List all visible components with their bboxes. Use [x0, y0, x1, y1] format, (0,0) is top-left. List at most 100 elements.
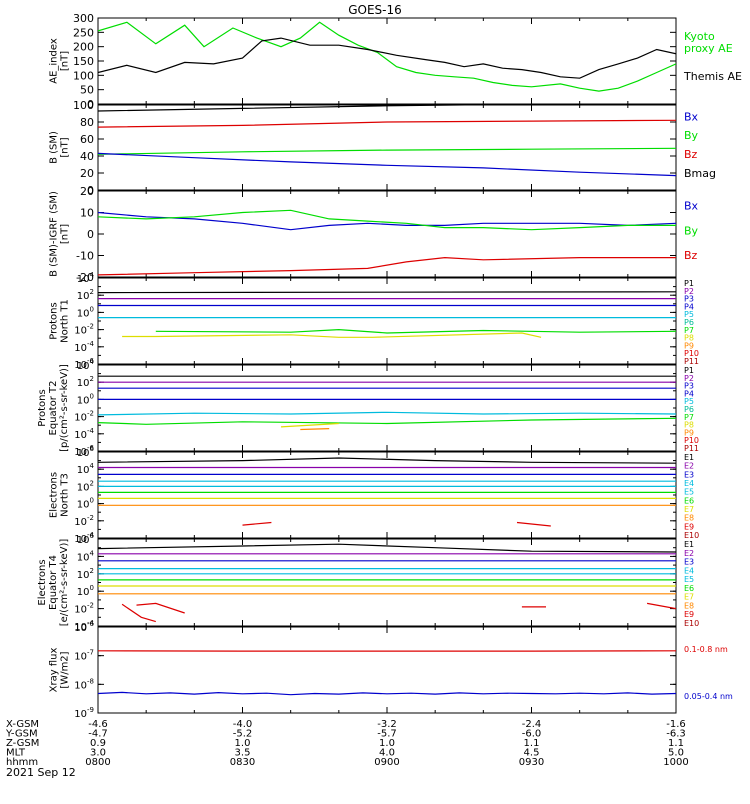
legend-entry: E4: [684, 479, 694, 488]
legend-entry: Bz: [684, 148, 698, 161]
y-tick-label: 300: [73, 12, 94, 25]
y-axis-label: AE_index: [49, 38, 60, 84]
x-axis-value: 0830: [230, 757, 255, 768]
series-line-themis-ae: [98, 38, 676, 78]
y-tick-label: -10: [76, 250, 94, 263]
series-line-p1: [98, 292, 676, 293]
y-tick-label: 104: [77, 358, 95, 372]
y-tick-label: 106: [77, 532, 95, 546]
y-tick-label: 250: [73, 26, 94, 39]
legend-entry: E1: [684, 540, 694, 549]
legend-entry: E6: [684, 584, 694, 593]
y-tick-label: 10-4: [74, 427, 94, 441]
y-tick-label: 80: [80, 116, 94, 129]
legend-entry: By: [684, 129, 699, 142]
y-axis-label: B (SM): [49, 131, 60, 164]
series-group: [98, 210, 676, 275]
legend-entry: E9: [684, 610, 694, 619]
legend-entry: By: [684, 224, 699, 237]
y-tick-label: 102: [77, 288, 94, 302]
y-axis-label: Electrons: [49, 472, 60, 518]
y-axis-label: Equator T2: [48, 381, 59, 436]
panel-frame: [98, 365, 676, 451]
series-line-e1: [98, 544, 676, 552]
y-tick-label: 10-2: [74, 514, 94, 528]
y-tick-label: 10-8: [74, 677, 94, 691]
legend-entry: E3: [684, 470, 694, 479]
series-line-p8: [281, 424, 339, 427]
y-axis-label: [nT]: [60, 51, 71, 71]
y-axis-label: [nT]: [60, 224, 71, 244]
y-axis-label: [W/m2]: [60, 651, 71, 688]
y-axis-label: North T1: [60, 299, 71, 343]
y-tick-label: 102: [77, 375, 94, 389]
legend-entry: E5: [684, 488, 694, 497]
y-tick-label: 106: [77, 445, 95, 459]
y-tick-label: 100: [77, 392, 94, 406]
y-tick-label: 10-4: [74, 340, 94, 354]
series-group: [98, 376, 676, 429]
legend-entry: P11: [684, 444, 699, 453]
y-tick-label: 10: [80, 207, 94, 220]
y-tick-label: 50: [80, 84, 94, 97]
series-group: [98, 22, 676, 91]
series-group: [98, 292, 676, 338]
y-axis-label: Xray flux: [49, 648, 60, 693]
panel-frame: [98, 452, 676, 538]
y-tick-label: 150: [73, 55, 94, 68]
y-tick-label: 200: [73, 41, 94, 54]
y-axis-label: Electrons: [37, 559, 48, 605]
y-axis-label: Equator T4: [48, 555, 59, 610]
series-line-e9a: [122, 604, 156, 621]
legend-entry: Bmag: [684, 167, 716, 180]
legend-entry: proxy AE: [684, 42, 733, 55]
panel-1: 050100150200250300AE_index[nT]Kyotoproxy…: [49, 12, 742, 111]
series-line-by: [98, 148, 676, 154]
legend-entry: E4: [684, 566, 694, 575]
legend-entry: E8: [684, 514, 694, 523]
y-tick-label: 20: [80, 185, 94, 198]
legend-entry: E1: [684, 453, 694, 462]
x-axis-value: 0900: [374, 757, 399, 768]
panel-frame: [98, 105, 676, 190]
y-axis-label: [nT]: [60, 137, 71, 157]
y-tick-label: 100: [77, 305, 94, 319]
y-tick-label: 10-2: [74, 602, 94, 616]
series-group: [98, 458, 676, 526]
y-axis-label: [e/(cm²-s-sr-keV)]: [59, 539, 70, 627]
y-axis-label: Protons: [37, 389, 48, 426]
x-axis-table: X-GSM-4.6-4.0-3.2-2.4-1.6Y-GSM-4.7-5.2-5…: [5, 719, 689, 768]
series-group: [98, 103, 676, 176]
series-line-by: [98, 210, 676, 229]
series-line-e1: [98, 458, 676, 463]
y-tick-label: 102: [77, 479, 94, 493]
legend-entry: E7: [684, 505, 694, 514]
x-axis-value: 0800: [85, 757, 110, 768]
legend-entry: Themis AE: [683, 70, 742, 83]
legend-entry: Bx: [684, 110, 699, 123]
series-line-bx: [98, 153, 676, 175]
legend-entry: E2: [684, 462, 694, 471]
x-axis-value: 1000: [663, 757, 688, 768]
plot-title: GOES-16: [348, 3, 402, 17]
y-tick-label: 100: [77, 497, 94, 511]
panel-frame: [98, 18, 676, 104]
legend-entry: E7: [684, 593, 694, 602]
legend-entry: Bz: [684, 249, 698, 262]
panel-frame: [98, 191, 676, 277]
series-line-e9b: [517, 523, 551, 527]
y-tick-label: 100: [77, 584, 94, 598]
series-line-p7: [156, 330, 676, 333]
legend-entry: E5: [684, 575, 694, 584]
series-line-p9: [300, 429, 329, 430]
series-line-p5: [98, 412, 676, 415]
series-group: [98, 544, 676, 621]
series-line-kyoto-proxy-ae: [98, 22, 676, 91]
x-axis-value: 0930: [519, 757, 544, 768]
